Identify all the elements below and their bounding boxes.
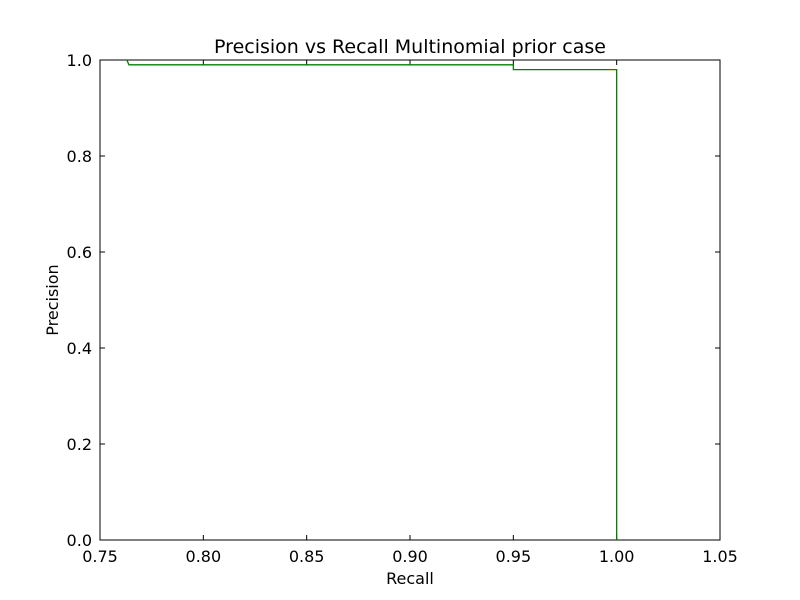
y-tick-label: 0.6 bbox=[67, 243, 92, 262]
chart-title: Precision vs Recall Multinomial prior ca… bbox=[214, 36, 606, 58]
x-tick-label: 0.75 bbox=[82, 547, 118, 566]
y-tick-label: 0.2 bbox=[67, 435, 92, 454]
y-tick-label: 0.4 bbox=[67, 339, 92, 358]
y-tick-label: 1.0 bbox=[67, 51, 92, 70]
x-tick-label: 1.05 bbox=[702, 547, 738, 566]
x-axis-label: Recall bbox=[386, 569, 434, 588]
x-axis: 0.75 0.80 0.85 0.90 0.95 1.00 1.05 bbox=[82, 60, 738, 566]
series-layer bbox=[126, 59, 618, 540]
precision-recall-curve bbox=[126, 59, 618, 540]
x-tick-label: 0.80 bbox=[186, 547, 222, 566]
x-tick-label: 0.95 bbox=[496, 547, 532, 566]
y-axis: 0.0 0.2 0.4 0.6 0.8 1.0 bbox=[67, 51, 720, 550]
x-tick-label: 0.90 bbox=[392, 547, 428, 566]
x-tick-label: 0.85 bbox=[289, 547, 325, 566]
y-axis-label: Precision bbox=[43, 264, 62, 335]
y-tick-label: 0.8 bbox=[67, 147, 92, 166]
x-tick-label: 1.00 bbox=[599, 547, 635, 566]
y-tick-label: 0.0 bbox=[67, 531, 92, 550]
